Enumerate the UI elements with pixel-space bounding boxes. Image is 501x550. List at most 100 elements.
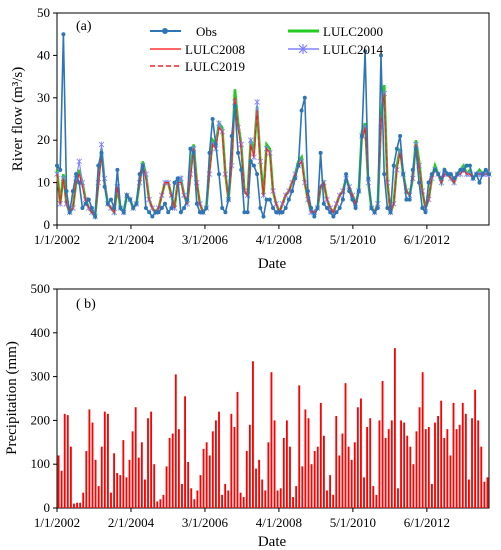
precip-bar: [437, 416, 440, 508]
y-tick-label: 50: [37, 5, 50, 20]
precip-bar: [171, 433, 174, 508]
precip-bar: [369, 418, 372, 508]
point-obs: [340, 197, 345, 202]
x-tick-label: 5/1/2010: [330, 515, 376, 530]
precip-bar: [295, 486, 298, 508]
point-obs: [147, 210, 152, 215]
precip-bar: [177, 429, 180, 508]
point-obs: [232, 104, 237, 109]
precip-bar: [196, 490, 199, 508]
precip-bar: [409, 446, 412, 508]
point-obs: [156, 210, 161, 215]
precip-bar: [168, 437, 171, 508]
precip-bar: [372, 486, 375, 508]
precip-bar: [156, 501, 159, 508]
precip-bar: [412, 464, 415, 508]
precip-bar: [347, 446, 350, 508]
precip-bar: [301, 466, 304, 508]
point-obs: [83, 201, 88, 206]
point-obs: [96, 163, 101, 168]
point-obs: [124, 193, 129, 198]
panel-a-x-axis-label: Date: [258, 256, 287, 272]
precip-bar: [137, 457, 140, 508]
point-obs: [347, 189, 352, 194]
precip-bar: [366, 426, 369, 508]
precip-bar: [165, 466, 168, 508]
point-obs: [93, 214, 98, 219]
point-obs: [185, 197, 190, 202]
precip-bar: [427, 426, 430, 508]
precip-bar: [393, 348, 396, 508]
precip-bar: [88, 409, 91, 508]
point-obs: [382, 172, 387, 177]
precip-bar: [316, 446, 319, 508]
precip-bar: [116, 472, 119, 508]
point-obs: [55, 163, 59, 168]
point-obs: [359, 134, 364, 138]
panel-b-y-tick-labels: 0 100 200 300 400 500: [31, 281, 51, 515]
point-obs: [264, 197, 269, 202]
precip-bar: [474, 389, 477, 508]
panel-b-tag: ( b): [76, 297, 96, 312]
precip-bar: [91, 422, 94, 508]
precip-bar: [455, 429, 458, 508]
precip-bar: [458, 424, 461, 508]
point-obs: [86, 197, 91, 202]
precip-bar: [264, 490, 267, 508]
point-obs: [344, 172, 349, 177]
precip-bar: [94, 459, 97, 508]
point-obs: [77, 180, 82, 185]
point-obs: [372, 210, 377, 215]
precip-bar: [199, 475, 202, 508]
precip-bar: [468, 479, 470, 508]
panel-a-legend: Obs LULC2000 LULC2008 LULC2014 LULC2019: [150, 24, 383, 74]
point-obs: [267, 197, 272, 202]
precip-bar: [218, 411, 220, 508]
precip-bar: [174, 374, 177, 508]
precip-bar: [292, 497, 294, 508]
precip-bar: [384, 437, 387, 508]
panel-a-x-tick-labels: 1/1/2002 2/1/2004 3/1/2006 4/1/2008 5/1/2010…: [34, 232, 450, 247]
point-obs: [477, 180, 482, 185]
y-tick-label: 0: [44, 500, 51, 515]
y-tick-label: 500: [31, 281, 51, 296]
point-obs: [131, 206, 136, 210]
point-obs: [245, 210, 250, 215]
svg-text:LULC2014: LULC2014: [323, 42, 383, 57]
point-obs: [455, 172, 460, 177]
precip-bar: [397, 488, 399, 508]
panel-a-y-tick-labels: 0 10 20 30 40 50: [37, 5, 50, 232]
point-obs: [363, 49, 368, 54]
point-obs: [413, 146, 418, 151]
precip-bar: [332, 494, 335, 508]
precip-bar: [224, 483, 227, 508]
point-obs: [172, 180, 177, 185]
precip-bar: [279, 488, 282, 508]
precip-bar: [276, 490, 279, 508]
point-obs: [325, 206, 329, 210]
precip-bar: [344, 383, 347, 508]
point-obs: [293, 176, 298, 181]
precip-bar: [258, 459, 261, 508]
x-tick-label: 5/1/2010: [330, 232, 376, 247]
point-obs: [394, 146, 399, 151]
precip-bar: [150, 411, 153, 508]
point-obs: [410, 167, 415, 172]
point-obs: [166, 210, 171, 215]
point-obs: [423, 210, 428, 215]
point-obs: [388, 210, 393, 215]
point-obs: [471, 176, 476, 181]
precip-bar: [403, 422, 406, 508]
precip-bar: [461, 402, 464, 508]
precip-bar: [400, 420, 402, 508]
y-tick-label: 100: [31, 456, 51, 471]
y-tick-label: 200: [31, 412, 51, 427]
point-obs: [407, 197, 412, 202]
point-obs: [217, 172, 221, 177]
precip-bar: [140, 442, 143, 508]
precip-bar: [307, 418, 310, 508]
precip-bar: [214, 420, 217, 508]
svg-text:LULC2019: LULC2019: [185, 59, 245, 74]
point-obs: [178, 210, 183, 215]
precip-bar: [282, 437, 285, 508]
